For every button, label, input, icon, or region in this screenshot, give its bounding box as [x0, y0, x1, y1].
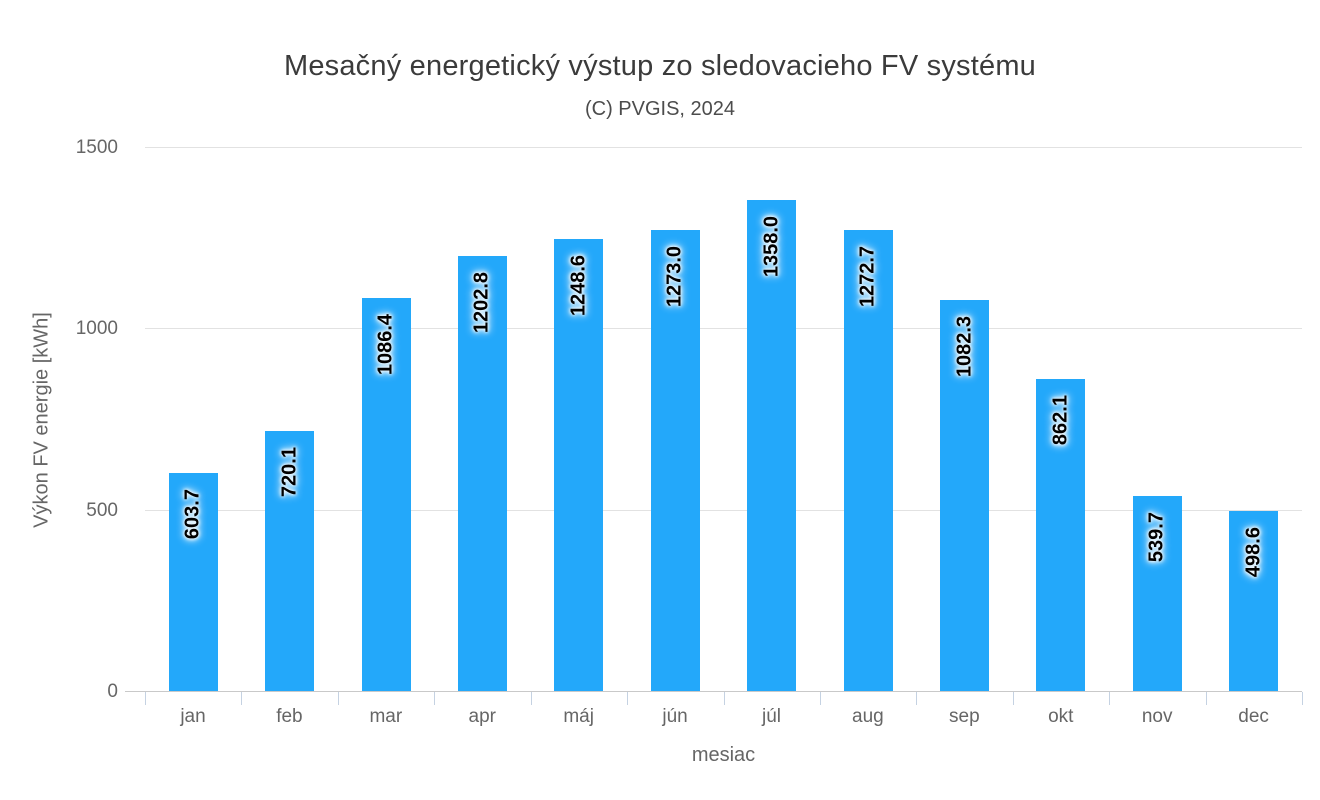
chart-title: Mesačný energetický výstup zo sledovacie… — [283, 50, 1037, 82]
x-tick-label-dec: dec — [1238, 706, 1269, 727]
x-axis-tick-mark — [1012, 692, 1014, 705]
x-axis-tick-mark — [434, 692, 436, 705]
x-axis-tick-mark — [723, 692, 725, 705]
x-tick-label-jún: jún — [662, 706, 688, 727]
bar-jan: 603.7 — [168, 473, 218, 692]
bar-aug: 1272.7 — [843, 230, 893, 692]
bar-sep: 1082.3 — [940, 299, 990, 692]
x-tick-label-júl: júl — [761, 706, 781, 727]
x-tick-label-máj: máj — [563, 706, 594, 727]
bar-apr: 1202.8 — [457, 255, 507, 692]
x-tick-label-aug: aug — [852, 706, 884, 727]
x-axis-tick-mark — [145, 692, 146, 705]
x-axis-tick-mark — [627, 692, 629, 705]
gridline-1000 — [145, 328, 1302, 330]
x-tick-label-mar: mar — [369, 706, 403, 727]
x-tick-label-jan: jan — [180, 706, 206, 727]
bar-júl: 1358.0 — [747, 199, 797, 692]
gridline-500 — [145, 509, 1302, 511]
bar-dec: 498.6 — [1229, 511, 1279, 692]
x-axis-tick-mark — [1205, 692, 1207, 705]
x-axis-tick-mark — [916, 692, 918, 705]
bar-value-label-apr: 1202.8 — [470, 271, 493, 333]
x-tick-label-okt: okt — [1048, 706, 1074, 727]
y-tick-label-0: 0 — [107, 681, 118, 702]
bar-jún: 1273.0 — [650, 230, 700, 692]
x-axis-line — [125, 691, 1302, 692]
bar-value-label-dec: 498.6 — [1242, 527, 1265, 578]
x-axis-tick-mark — [530, 692, 532, 705]
y-tick-label-1000: 1000 — [75, 318, 118, 340]
bar-value-label-okt: 862.1 — [1049, 395, 1072, 446]
gridline-1500 — [145, 147, 1302, 148]
bar-value-label-nov: 539.7 — [1145, 512, 1168, 563]
bar-value-label-máj: 1248.6 — [567, 255, 590, 317]
x-axis-title: mesiac — [691, 744, 756, 766]
plot-area: mesiac 603.7 jan 720.1 feb 1086.4 mar 1202.8 ap… — [125, 147, 1303, 766]
bar-value-label-júl: 1358.0 — [760, 215, 783, 277]
bar-okt: 862.1 — [1036, 379, 1086, 692]
x-tick-label-sep: sep — [949, 706, 980, 727]
x-tick-label-feb: feb — [276, 706, 303, 727]
chart-subtitle: (C) PVGIS, 2024 — [584, 98, 736, 120]
bar-mar: 1086.4 — [361, 298, 411, 692]
x-tick-label-nov: nov — [1141, 706, 1173, 727]
x-axis-tick-mark — [241, 692, 243, 705]
bar-value-label-mar: 1086.4 — [374, 314, 397, 376]
y-axis-tick-labels: 0 500 1000 1500 — [0, 137, 118, 702]
x-axis-tick-mark — [1302, 692, 1303, 705]
y-tick-label-1500: 1500 — [75, 137, 118, 158]
y-tick-label-500: 500 — [86, 499, 118, 521]
bar-value-label-feb: 720.1 — [278, 446, 301, 497]
bar-feb: 720.1 — [265, 430, 315, 692]
x-axis-tick-mark — [1109, 692, 1111, 705]
bar-value-label-aug: 1272.7 — [856, 246, 879, 308]
bar-máj: 1248.6 — [554, 239, 604, 692]
bar-value-label-sep: 1082.3 — [953, 315, 976, 377]
x-axis-tick-mark — [337, 692, 339, 705]
bar-value-label-jan: 603.7 — [181, 489, 204, 540]
x-tick-label-apr: apr — [468, 706, 496, 727]
bar-value-label-jún: 1273.0 — [663, 246, 686, 308]
x-axis-tick-mark — [819, 692, 821, 705]
bar-nov: 539.7 — [1132, 496, 1182, 692]
